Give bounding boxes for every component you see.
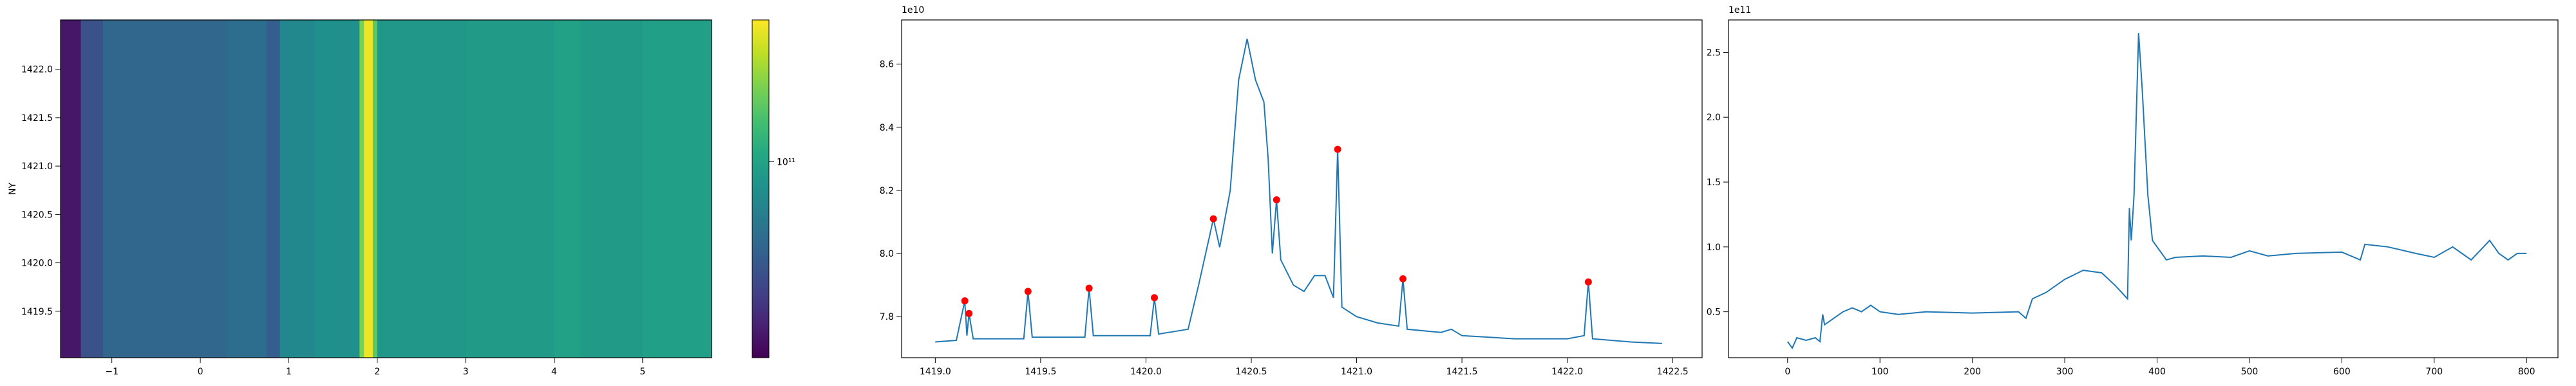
x-tick-label: 1419.0 [920,367,951,377]
heatmap-cell [377,20,466,358]
y-tick-label: 1.0 [1707,243,1721,253]
peak-marker [1399,275,1407,282]
y-tick-label: 2.0 [1707,113,1721,123]
y-tick-label: 7.8 [880,312,894,322]
axes-frame [60,19,712,358]
x-tick-label: 500 [2241,367,2259,377]
heatmap-cell [80,20,104,358]
heatmap-cell [580,20,643,358]
heatmap-cell [267,20,281,358]
heatmap-cell [279,20,316,358]
x-tick-label: 400 [2148,367,2166,377]
heatmap-cell [642,20,712,358]
x-tick-label: 1421.0 [1341,367,1372,377]
heatmap-cell [364,20,374,358]
axes-frame [901,19,1703,358]
y-tick-label: 1421.5 [21,113,53,124]
y-tick-label: 1420.0 [21,259,53,269]
x-tick-label: 1 [286,367,292,377]
x-tick-label: 0 [198,367,204,377]
y-tick-label: 8.0 [880,249,894,259]
axes-frame [1728,19,2559,358]
offset-text: 1e11 [1728,5,1751,15]
series-line [1786,33,2527,350]
x-tick-label: 100 [1871,367,1889,377]
peak-marker [1085,284,1093,292]
peak-marker [961,297,969,305]
x-tick-label: 3 [463,367,469,377]
x-tick-label: 300 [2056,367,2074,377]
peak-marker [1209,215,1217,223]
x-tick-label: 4 [551,367,557,377]
x-tick-label: 1420.0 [1130,367,1162,377]
series-line [935,39,1662,344]
heatmap-cell [102,20,227,358]
peak-marker [965,309,973,317]
x-tick-label: 800 [2518,367,2535,377]
y-tick-label: 1419.5 [21,307,53,317]
y-tick-label: 8.4 [880,123,894,133]
heatmap-cell [372,20,378,358]
x-tick-label: 0 [1785,367,1790,377]
heatmap-cell [466,20,554,358]
y-tick-label: 1420.5 [21,210,53,220]
heatmap-cell [61,20,82,358]
x-tick-label: 1422.0 [1551,367,1583,377]
heatmap-cell [359,20,365,358]
y-axis-label: NY [8,183,18,195]
x-tick-label: 700 [2425,367,2443,377]
colorbar [752,19,770,358]
x-tick-label: 5 [639,367,645,377]
y-tick-label: 0.5 [1707,308,1721,318]
y-tick-label: 1422.0 [21,65,53,75]
x-tick-label: 200 [1964,367,1981,377]
x-tick-label: −1 [105,367,118,377]
y-tick-label: 2.5 [1707,48,1721,58]
x-tick-label: 1422.5 [1657,367,1689,377]
heatmap-cell [227,20,267,358]
peak-marker [1334,145,1341,153]
peak-marker [1151,294,1159,302]
colorbar-tick-label: 10¹¹ [777,157,795,167]
y-tick-label: 8.2 [880,186,894,196]
heatmap-cell [554,20,582,358]
x-tick-label: 2 [374,367,380,377]
x-tick-label: 1420.5 [1235,367,1267,377]
y-tick-label: 8.6 [880,60,894,70]
x-tick-label: 1421.5 [1446,367,1478,377]
x-tick-label: 600 [2333,367,2351,377]
peak-marker [1584,278,1592,286]
heatmap-cell [315,20,360,358]
y-tick-label: 1.5 [1707,178,1721,188]
peak-marker [1273,196,1280,204]
offset-text: 1e10 [902,5,924,15]
x-tick-label: 1419.5 [1025,367,1056,377]
peak-marker [1024,288,1032,295]
y-tick-label: 1421.0 [21,161,53,172]
